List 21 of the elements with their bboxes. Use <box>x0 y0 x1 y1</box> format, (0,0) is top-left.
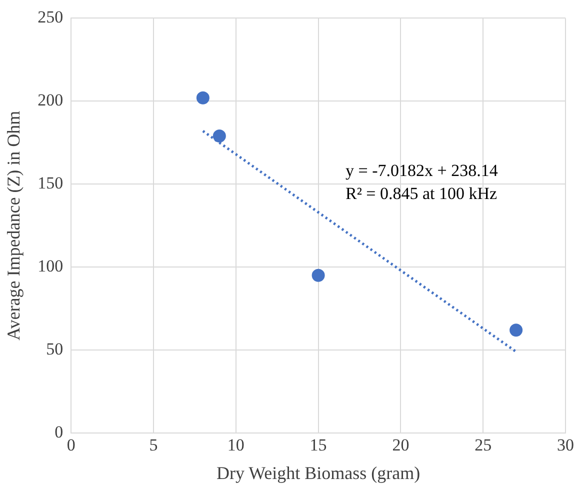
x-tick-label: 15 <box>310 436 327 455</box>
point <box>510 324 523 337</box>
x-tick-label: 30 <box>557 436 574 455</box>
point <box>212 130 226 143</box>
x-tick-label: 0 <box>66 436 76 455</box>
annotation: R² = 0.845 at 100 kHz <box>345 184 498 203</box>
x-tick-label: 25 <box>474 436 492 455</box>
y-tick-label: 100 <box>38 256 64 276</box>
x-tick-label: 10 <box>227 436 244 455</box>
x-axis-title: Dry Weight Biomass (gram) <box>216 462 420 483</box>
y-tick-label: 50 <box>46 340 64 359</box>
annotation: y = -7.0182x + 238.14 <box>345 160 498 180</box>
point <box>196 91 210 104</box>
point <box>312 268 325 282</box>
y-tick-label: 150 <box>38 174 64 193</box>
y-tick-label: 250 <box>38 8 64 27</box>
y-tick-label: 200 <box>38 90 64 110</box>
y-axis-title: Average Impedance (Z) in Ohm <box>4 110 24 340</box>
y-tick-label: 0 <box>54 422 64 442</box>
x-tick-label: 20 <box>392 436 410 455</box>
x-tick-label: 5 <box>149 436 158 455</box>
